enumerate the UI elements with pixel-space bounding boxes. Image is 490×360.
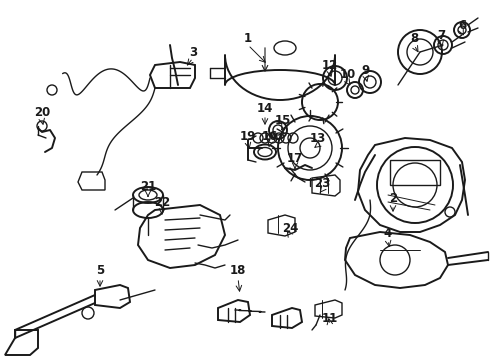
Text: 19: 19: [240, 130, 256, 143]
Text: 16: 16: [262, 130, 278, 143]
Text: 13: 13: [310, 131, 326, 144]
Text: 15: 15: [275, 113, 291, 126]
Text: 24: 24: [282, 221, 298, 234]
Text: 6: 6: [458, 18, 466, 32]
Text: 18: 18: [230, 264, 246, 276]
Text: 1: 1: [244, 32, 252, 45]
Text: 2: 2: [389, 192, 397, 204]
Text: 11: 11: [322, 311, 338, 324]
Text: 20: 20: [34, 105, 50, 118]
Text: 10: 10: [340, 68, 356, 81]
Text: 7: 7: [437, 28, 445, 41]
Text: 17: 17: [287, 152, 303, 165]
Text: 23: 23: [314, 176, 330, 189]
Text: 4: 4: [384, 226, 392, 239]
Text: 22: 22: [154, 195, 170, 208]
Text: 5: 5: [96, 264, 104, 276]
Text: 3: 3: [189, 45, 197, 59]
Text: 12: 12: [322, 59, 338, 72]
Text: 8: 8: [410, 32, 418, 45]
Text: 21: 21: [140, 180, 156, 193]
Text: 14: 14: [257, 102, 273, 114]
Text: 9: 9: [362, 63, 370, 77]
